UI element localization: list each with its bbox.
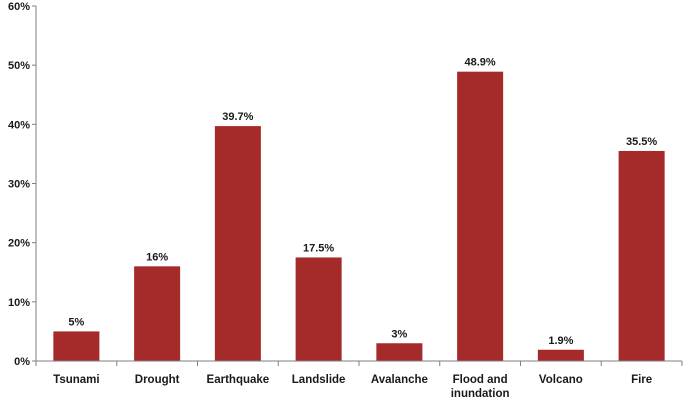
bars [53, 71, 665, 362]
bar [295, 257, 342, 361]
x-axis: Tsunami Drought Earthquake Landslide Avalanc… [35, 360, 683, 400]
bar [53, 331, 100, 361]
data-label: 39.7% [222, 111, 253, 123]
bar [134, 266, 181, 361]
x-tick-label: Volcano [539, 374, 583, 386]
y-tick-label: 40% [8, 119, 30, 131]
data-label: 5% [68, 316, 84, 328]
bar [214, 126, 261, 361]
bar [537, 349, 584, 361]
y-tick-label: 30% [8, 179, 30, 191]
y-tick-label: 50% [8, 60, 30, 72]
bar [376, 343, 423, 361]
data-label: 48.9% [465, 57, 496, 69]
data-label: 35.5% [626, 136, 657, 148]
data-label: 17.5% [303, 242, 334, 254]
x-tick-label: Flood and inundation [451, 374, 510, 400]
x-tick-label: Tsunami [53, 374, 99, 386]
y-tick-label: 60% [8, 1, 30, 13]
x-tick-label: Earthquake [207, 374, 270, 386]
bar [457, 71, 504, 362]
data-label: 1.9% [548, 335, 573, 347]
x-tick-label: Fire [631, 374, 652, 386]
y-axis: 0% 10% 20% 30% 40% 50% 60% [8, 1, 37, 368]
data-label: 16% [146, 251, 168, 263]
y-tick-label: 10% [8, 297, 30, 309]
bar [618, 150, 665, 361]
x-tick-label: Avalanche [371, 374, 428, 386]
y-tick-label: 20% [8, 238, 30, 250]
y-tick-label: 0% [14, 356, 30, 368]
data-label: 3% [391, 328, 407, 340]
x-tick-label: Landslide [292, 374, 346, 386]
data-labels: 5% 16% 39.7% 17.5% 3% 48.9% 1.9% 35.5% [68, 57, 657, 347]
x-tick-label: Drought [135, 374, 180, 386]
